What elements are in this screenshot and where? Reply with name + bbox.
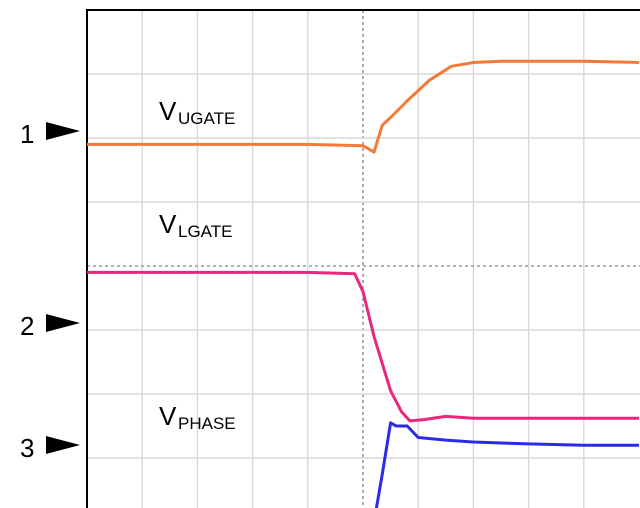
- trace-vugate: [87, 59, 640, 154]
- label-vugate-sub: UGATE: [178, 109, 235, 128]
- label-vphase: V PHASE: [159, 401, 236, 433]
- channel-3-marker: 3: [20, 433, 80, 463]
- label-vugate: V UGATE: [159, 96, 235, 128]
- grid: [87, 10, 640, 508]
- label-vlgate: V LGATE: [159, 209, 232, 241]
- channel-2-arrow-icon: [46, 314, 80, 332]
- channel-3-arrow-icon: [46, 436, 80, 454]
- label-vugate-main: V: [159, 96, 177, 126]
- label-vphase-main: V: [159, 401, 177, 431]
- channel-1-marker: 1: [20, 119, 80, 149]
- channel-1-arrow-icon: [46, 122, 80, 140]
- channel-1-number: 1: [20, 119, 34, 149]
- label-vlgate-main: V: [159, 209, 177, 239]
- trace-vlgate: [87, 270, 639, 423]
- channel-3-number: 3: [20, 433, 34, 463]
- trace-vphase: [374, 421, 639, 508]
- label-vphase-sub: PHASE: [178, 414, 236, 433]
- channel-2-marker: 2: [20, 311, 80, 341]
- label-vlgate-sub: LGATE: [178, 222, 232, 241]
- traces: [87, 59, 640, 508]
- channel-2-number: 2: [20, 311, 34, 341]
